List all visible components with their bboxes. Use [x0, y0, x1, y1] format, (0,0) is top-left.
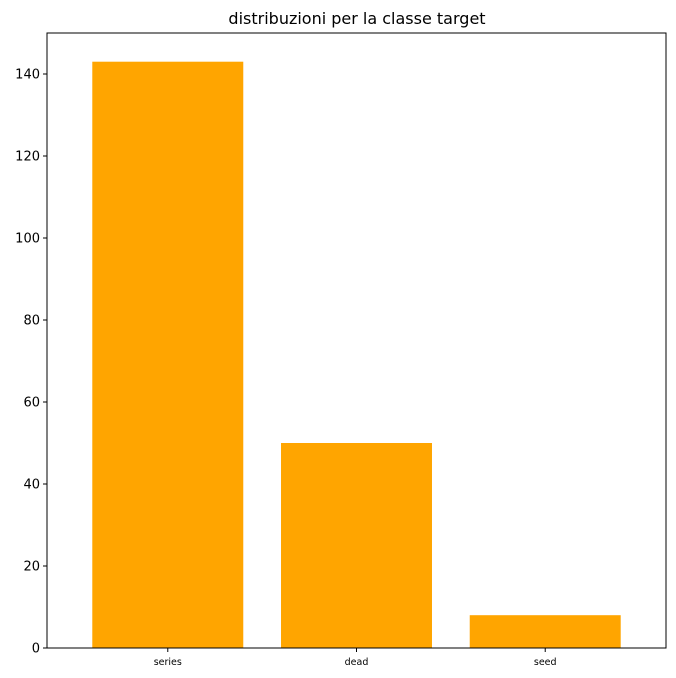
- x-tick-label-series: series: [154, 657, 182, 668]
- bars-layer: [92, 61, 621, 648]
- bar-series: [92, 61, 244, 648]
- y-tick-label-0: 0: [32, 642, 40, 657]
- bar-seed: [469, 615, 621, 648]
- axes-layer: 0 20 40 60 80 100 120 140 series dead seed: [15, 32, 667, 668]
- y-tick-label-80: 80: [23, 314, 40, 329]
- bar-dead: [281, 443, 432, 648]
- x-tick-label-seed: seed: [534, 657, 557, 668]
- y-tick-label-40: 40: [23, 478, 40, 493]
- chart-title: distribuzioni per la classe target: [228, 9, 485, 28]
- y-tick-label-20: 20: [23, 560, 40, 575]
- y-tick-label-60: 60: [23, 396, 40, 411]
- y-tick-label-100: 100: [15, 232, 40, 247]
- x-tick-label-dead: dead: [345, 657, 369, 668]
- y-tick-label-140: 140: [15, 68, 40, 83]
- y-tick-label-120: 120: [15, 150, 40, 165]
